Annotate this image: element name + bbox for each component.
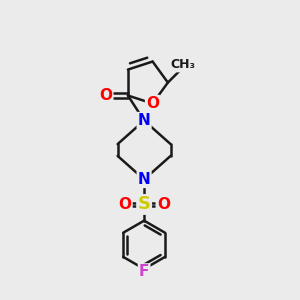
Text: O: O bbox=[118, 197, 131, 212]
Text: O: O bbox=[157, 197, 170, 212]
Text: S: S bbox=[138, 196, 151, 214]
Text: O: O bbox=[146, 96, 159, 111]
Text: F: F bbox=[139, 264, 149, 279]
Text: N: N bbox=[138, 113, 151, 128]
Text: N: N bbox=[138, 172, 151, 187]
Text: CH₃: CH₃ bbox=[170, 58, 195, 71]
Text: O: O bbox=[99, 88, 112, 103]
